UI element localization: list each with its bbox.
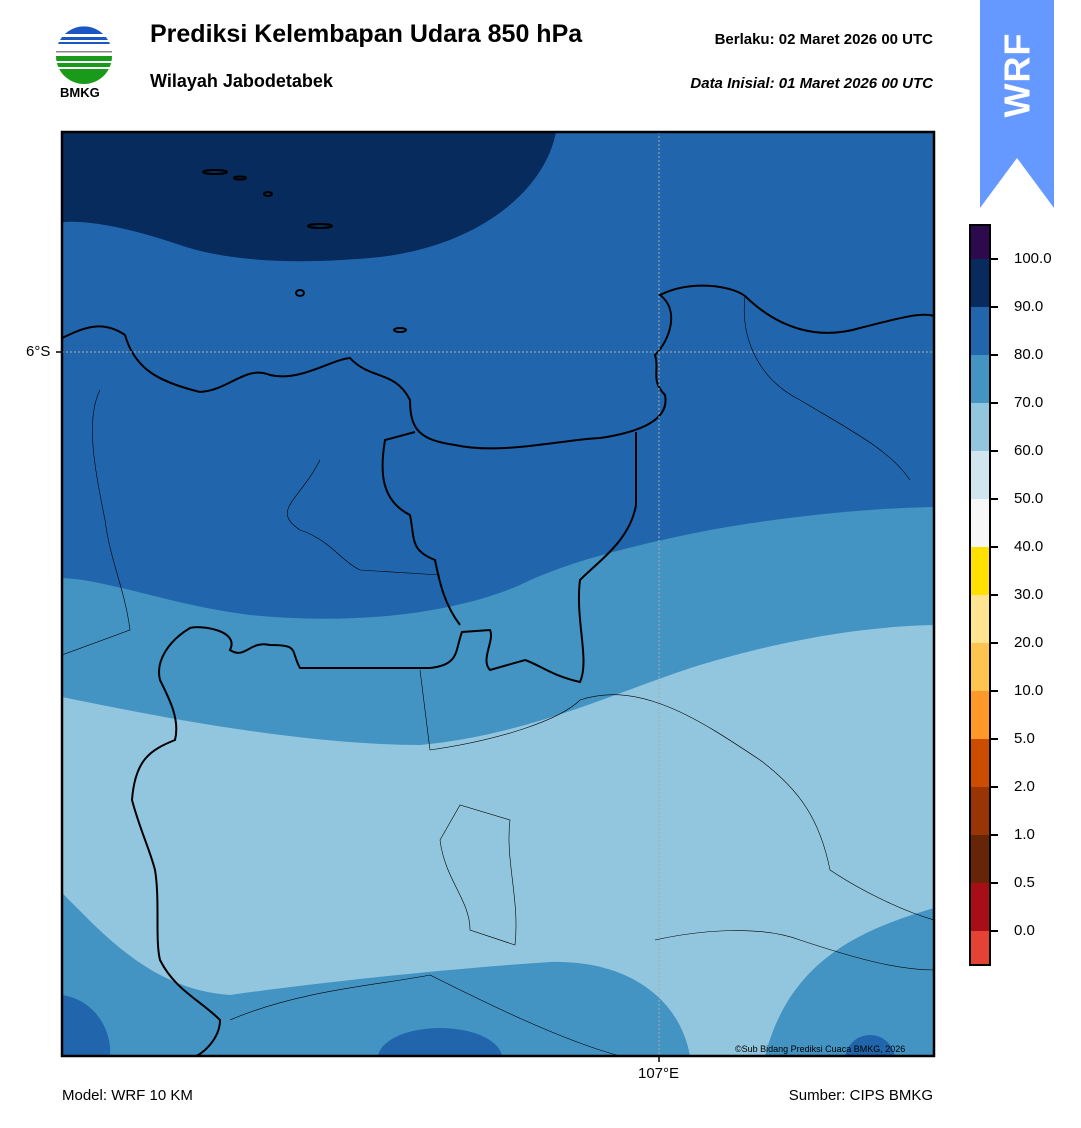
longitude-label: 107°E <box>638 1065 680 1082</box>
colorbar-tick-label: 90.0 <box>1014 298 1044 315</box>
colorbar-tick-label: 40.0 <box>1014 538 1044 555</box>
colorbar-swatch <box>970 739 990 787</box>
colorbar-swatch <box>970 225 990 259</box>
band-90-100 <box>62 132 556 262</box>
page-title: Prediksi Kelembapan Udara 850 hPa <box>150 20 583 48</box>
colorbar-swatch <box>970 691 990 739</box>
colorbar-tick-label: 20.0 <box>1014 634 1044 651</box>
colorbar-swatch <box>970 403 990 451</box>
copyright-text: ©Sub Bidang Prediksi Cuaca BMKG, 2026 <box>735 1044 906 1054</box>
colorbar-tick-label: 30.0 <box>1014 586 1044 603</box>
latitude-label: 6°S <box>26 343 51 360</box>
blob-80-90-left <box>62 995 111 1056</box>
valid-time: Berlaku: 02 Maret 2026 00 UTC <box>714 31 933 48</box>
colorbar-tick-label: 70.0 <box>1014 394 1044 411</box>
colorbar-swatch <box>970 355 990 403</box>
colorbar-tick-label: 100.0 <box>1014 250 1052 267</box>
colorbar-swatch <box>970 931 990 965</box>
colorbar-swatch <box>970 259 990 307</box>
colorbar-tick-label: 60.0 <box>1014 442 1044 459</box>
colorbar-tick-label: 5.0 <box>1014 730 1035 747</box>
colorbar-swatch <box>970 547 990 595</box>
colorbar-swatch <box>970 643 990 691</box>
bmkg-logo <box>54 22 114 84</box>
model-label: Model: WRF 10 KM <box>62 1087 193 1104</box>
source-label: Sumber: CIPS BMKG <box>788 1087 933 1104</box>
blob-80-90-right <box>845 1035 895 1056</box>
colorbar-tick-label: 0.5 <box>1014 874 1035 891</box>
colorbar-tick-label: 2.0 <box>1014 778 1035 795</box>
colorbar-tick-label: 10.0 <box>1014 682 1044 699</box>
init-time: Data Inisial: 01 Maret 2026 00 UTC <box>690 75 933 92</box>
colorbar-swatch <box>970 499 990 547</box>
region-subtitle: Wilayah Jabodetabek <box>150 71 333 91</box>
band-60-70 <box>62 625 934 1056</box>
colorbar-swatch <box>970 835 990 883</box>
colorbar <box>969 224 998 966</box>
colorbar-swatch <box>970 595 990 643</box>
colorbar-swatch <box>970 307 990 355</box>
colorbar-tick-label: 0.0 <box>1014 922 1035 939</box>
logo-text: BMKG <box>60 85 100 100</box>
colorbar-tick-label: 50.0 <box>1014 490 1044 507</box>
wrf-badge-shape <box>980 0 1054 208</box>
colorbar-swatch <box>970 451 990 499</box>
colorbar-tick-label: 1.0 <box>1014 826 1035 843</box>
coastline <box>62 169 934 1056</box>
admin-boundaries <box>62 295 934 1056</box>
colorbar-swatch <box>970 883 990 931</box>
colorbar-swatch <box>970 787 990 835</box>
blob-80-90-center <box>378 1028 502 1056</box>
map-frame <box>60 130 936 1058</box>
colorbar-tick-label: 80.0 <box>1014 346 1044 363</box>
